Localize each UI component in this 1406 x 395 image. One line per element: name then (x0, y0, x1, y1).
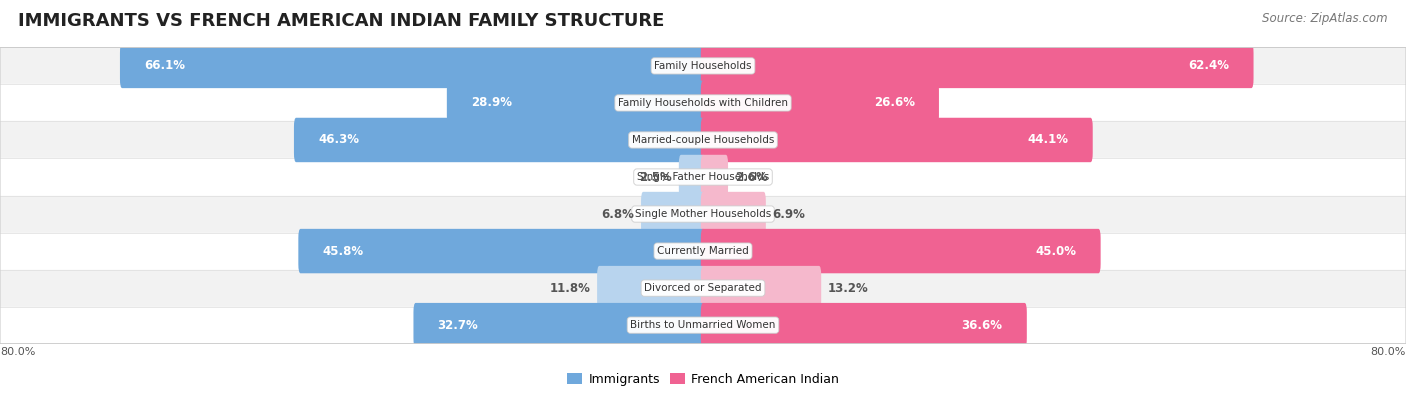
FancyBboxPatch shape (679, 155, 706, 199)
Text: 6.8%: 6.8% (602, 207, 634, 220)
Text: 36.6%: 36.6% (962, 319, 1002, 332)
Text: 13.2%: 13.2% (828, 282, 869, 295)
Text: Married-couple Households: Married-couple Households (631, 135, 775, 145)
Text: 26.6%: 26.6% (873, 96, 915, 109)
Text: 2.5%: 2.5% (640, 171, 672, 184)
Text: Births to Unmarried Women: Births to Unmarried Women (630, 320, 776, 330)
Text: 46.3%: 46.3% (318, 134, 359, 147)
FancyBboxPatch shape (700, 118, 1092, 162)
FancyBboxPatch shape (700, 192, 766, 236)
FancyBboxPatch shape (294, 118, 706, 162)
Text: 44.1%: 44.1% (1028, 134, 1069, 147)
Text: Single Father Households: Single Father Households (637, 172, 769, 182)
FancyBboxPatch shape (700, 303, 1026, 347)
Text: 45.0%: 45.0% (1035, 245, 1077, 258)
FancyBboxPatch shape (700, 44, 1254, 88)
FancyBboxPatch shape (447, 81, 706, 125)
FancyBboxPatch shape (641, 192, 706, 236)
Text: Family Households with Children: Family Households with Children (619, 98, 787, 108)
Text: 45.8%: 45.8% (322, 245, 364, 258)
Text: Source: ZipAtlas.com: Source: ZipAtlas.com (1263, 12, 1388, 25)
FancyBboxPatch shape (700, 229, 1101, 273)
Text: 66.1%: 66.1% (145, 59, 186, 72)
Text: 32.7%: 32.7% (437, 319, 478, 332)
FancyBboxPatch shape (298, 229, 706, 273)
Legend: Immigrants, French American Indian: Immigrants, French American Indian (562, 368, 844, 391)
Text: 80.0%: 80.0% (1371, 347, 1406, 357)
Text: 6.9%: 6.9% (772, 207, 806, 220)
Text: Single Mother Households: Single Mother Households (636, 209, 770, 219)
Text: 80.0%: 80.0% (0, 347, 35, 357)
FancyBboxPatch shape (120, 44, 706, 88)
Text: Currently Married: Currently Married (657, 246, 749, 256)
Text: Family Households: Family Households (654, 61, 752, 71)
Text: IMMIGRANTS VS FRENCH AMERICAN INDIAN FAMILY STRUCTURE: IMMIGRANTS VS FRENCH AMERICAN INDIAN FAM… (18, 12, 665, 30)
FancyBboxPatch shape (413, 303, 706, 347)
FancyBboxPatch shape (700, 266, 821, 310)
Text: 2.6%: 2.6% (734, 171, 768, 184)
Text: 11.8%: 11.8% (550, 282, 591, 295)
Text: 62.4%: 62.4% (1188, 59, 1229, 72)
Text: 28.9%: 28.9% (471, 96, 512, 109)
FancyBboxPatch shape (700, 155, 728, 199)
FancyBboxPatch shape (700, 81, 939, 125)
Text: Divorced or Separated: Divorced or Separated (644, 283, 762, 293)
FancyBboxPatch shape (598, 266, 706, 310)
